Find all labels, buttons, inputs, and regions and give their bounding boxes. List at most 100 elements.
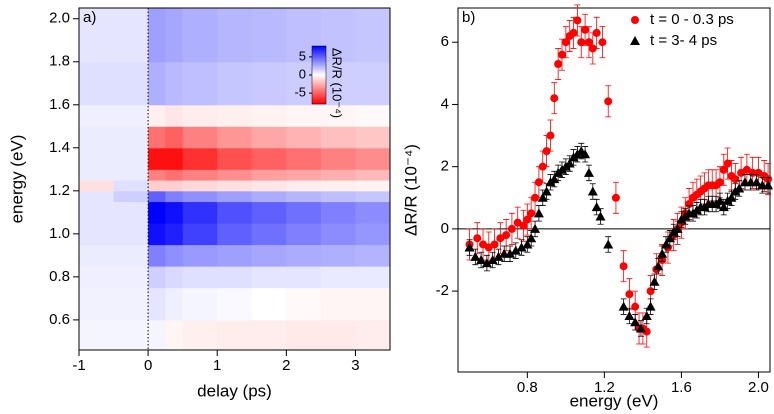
heatmap-cell [148,190,166,203]
heatmap-cell [251,180,287,192]
heatmap-cell [217,126,253,149]
heatmap-cell [251,244,287,267]
heatmap-cell [113,223,149,246]
point [558,50,566,59]
heatmap-cell [165,190,184,203]
heatmap-cell [286,223,322,246]
heatmap-cell [286,180,322,192]
point [527,209,536,218]
heatmap-cell [355,169,391,181]
heatmap-cell [286,190,322,203]
heatmap-cell [355,319,391,351]
point [584,38,593,47]
heatmap-cell [113,169,149,181]
point [577,38,586,47]
y-tick-label: 2.0 [49,10,70,27]
x-tick-label: 1.2 [594,379,615,396]
heatmap-cell [217,287,253,321]
heatmap-cell [182,169,218,181]
heatmap-cell [217,8,253,63]
heatmap-cell [286,147,322,170]
point [534,178,543,187]
point [751,177,762,187]
heatmap-cell [251,319,287,351]
x-tick-label: -1 [72,357,85,374]
point [649,276,660,286]
heatmap-cell [113,147,149,170]
point [541,186,552,196]
heatmap-cell [165,180,184,192]
point [580,149,591,159]
point [530,223,541,233]
heatmap-cell [165,169,184,181]
heatmap-cell [217,104,253,127]
heatmap-cell [251,104,287,127]
heatmap-cell [182,201,218,224]
heatmap-cell [320,201,356,224]
point [519,221,528,230]
heatmap-cell [79,61,115,106]
point [487,255,498,264]
heatmap-cell [286,201,322,224]
x-tick-label: 0.8 [517,379,538,396]
heatmap-cell [79,223,115,246]
heatmap-cell [355,147,391,170]
x-tick-label: 1.6 [671,379,692,396]
point [587,186,598,196]
heatmap-cell [148,147,166,170]
x-tick-label: 3 [351,357,359,374]
heatmap-cell [165,223,184,246]
heatmap-cell [251,147,287,170]
heatmap-cell [165,319,184,351]
y-tick-label: 1.4 [49,139,70,156]
y-tick-label: 1.6 [49,96,70,113]
heatmap-cell [355,190,391,203]
point [473,234,482,243]
heatmap-cell [286,126,322,149]
y-tick-label: 4 [441,95,449,112]
heatmap-cell [113,126,149,149]
plot-frame [78,7,391,351]
heatmap-cell [148,126,166,149]
point [510,245,521,255]
heatmap-cell [148,244,166,267]
heatmap-cell [148,319,166,351]
point [646,287,655,296]
heatmap-cell [286,244,322,267]
point [569,28,578,37]
point [581,25,590,34]
legend-label: t = 3- 4 ps [650,32,717,49]
heatmap-cell [251,169,287,181]
point [523,215,532,224]
heatmap-cell [355,266,391,289]
heatmap-cell [286,104,322,127]
point [714,195,725,205]
legend-label: t = 0 - 0.3 ps [650,11,734,28]
heatmap-cell [182,180,218,192]
point [550,94,559,103]
heatmap-cell [320,244,356,267]
heatmap-cell [79,190,115,203]
plot-frame [457,7,771,373]
heatmap-cell [182,287,218,321]
point [641,311,652,320]
y-tick-label: 1.2 [49,182,70,199]
heatmap-cell [355,61,391,106]
heatmap-cell [217,169,253,181]
point [583,167,594,177]
y-axis-label: energy (eV) [7,135,26,224]
heatmap-cell [79,126,115,149]
heatmap-cell [79,147,115,170]
point [476,255,487,264]
y-tick-label: 0 [441,220,449,237]
heatmap-cell [320,287,356,321]
colorbar-tick-label: 5 [299,48,306,63]
heatmap-cell [165,266,184,289]
heatmap-cell [320,266,356,289]
heatmap-cell [217,61,253,106]
heatmap-cell [79,104,115,127]
heatmap-cell [79,319,115,351]
heatmap-cell [320,223,356,246]
legend-marker [631,16,639,24]
